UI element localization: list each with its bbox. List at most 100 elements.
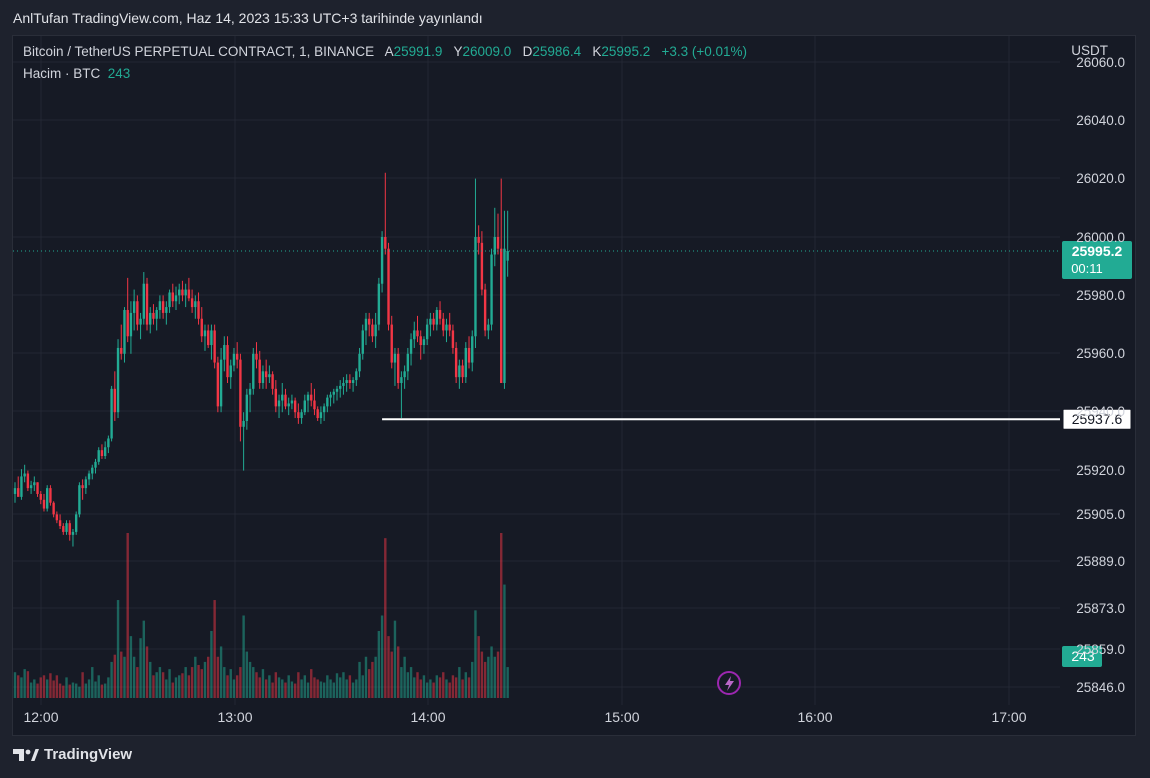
candle-body <box>197 301 200 319</box>
volume-bar <box>120 651 123 698</box>
candle-body <box>219 359 223 407</box>
volume-bar <box>429 679 432 698</box>
candle-body <box>36 482 39 494</box>
volume-bar <box>458 667 461 698</box>
candle-body <box>358 353 361 372</box>
candle-body <box>467 347 471 363</box>
chart-pane[interactable] <box>12 35 1136 736</box>
candle-body <box>422 339 426 346</box>
footer-brand[interactable]: TradingView <box>13 746 132 763</box>
legend-open: 25991.9 <box>393 44 443 59</box>
candle-body <box>500 248 503 383</box>
candle-body <box>168 292 171 308</box>
volume-bar <box>17 675 20 698</box>
volume-bar <box>152 675 155 698</box>
volume-bar <box>467 677 471 698</box>
volume-bar <box>226 675 229 698</box>
candle-body <box>400 377 403 383</box>
candle-body <box>29 485 33 489</box>
candle-body <box>152 312 155 319</box>
volume-bar <box>181 673 184 698</box>
candle-body <box>42 499 46 509</box>
candle-body <box>174 295 178 302</box>
volume-bar <box>97 675 100 698</box>
candle-body <box>461 365 464 378</box>
candle-body <box>351 380 355 383</box>
candle-body <box>155 310 158 319</box>
candle-body <box>435 310 439 325</box>
candle-body <box>68 523 71 535</box>
volume-bar <box>474 610 477 698</box>
candle-body <box>120 347 123 354</box>
candle-body <box>210 330 213 346</box>
volume-bar <box>213 600 216 698</box>
candle-body <box>110 388 113 439</box>
volume-bar <box>487 656 490 698</box>
price-tick-label: 25859.0 <box>1076 642 1125 657</box>
volume-bar <box>132 656 136 698</box>
volume-bar <box>239 667 242 698</box>
volume-bar <box>123 656 126 698</box>
volume-bar <box>190 667 194 698</box>
volume-bar <box>139 638 142 698</box>
volume-bar <box>335 673 339 698</box>
candle-body <box>442 318 445 331</box>
volume-bar <box>483 661 487 698</box>
candle-body <box>416 330 419 337</box>
volume-bar <box>419 679 422 698</box>
volume-legend-label: Hacim · BTC <box>23 66 101 81</box>
volume-bar <box>39 677 42 698</box>
candle-body <box>380 237 384 284</box>
candle-body <box>200 318 203 337</box>
candle-body <box>94 461 97 468</box>
volume-bar <box>393 620 397 698</box>
volume-bar <box>52 680 55 698</box>
candle-body <box>458 365 461 378</box>
volume-bar <box>332 682 335 698</box>
volume-bar <box>155 672 158 698</box>
candle-body <box>229 365 232 378</box>
candle-body <box>396 353 400 383</box>
countdown-value: 00:11 <box>1071 261 1103 276</box>
price-tick-label: 26060.0 <box>1076 55 1125 70</box>
legend-low-label: D <box>522 44 533 59</box>
volume-bar <box>197 665 200 698</box>
volume-bar <box>496 651 500 698</box>
volume-bar <box>445 679 448 698</box>
volume-bar <box>94 681 97 698</box>
candle-body <box>403 371 406 378</box>
candle-body <box>284 394 287 407</box>
candle-body <box>348 380 352 383</box>
last-price-badge <box>1062 241 1132 280</box>
legend-high: 26009.0 <box>462 44 512 59</box>
candle-body <box>216 362 220 407</box>
legend-close: 25995.2 <box>601 44 651 59</box>
volume-bar <box>113 654 117 698</box>
candle-body <box>91 467 94 474</box>
candle-body <box>107 438 110 448</box>
time-tick-label: 12:00 <box>23 709 58 725</box>
volume-bar <box>442 672 445 698</box>
volume-bar <box>380 615 384 698</box>
time-tick-label: 17:00 <box>991 709 1026 725</box>
volume-bar <box>316 679 319 698</box>
candle-body <box>432 318 435 325</box>
candle-body <box>39 493 42 500</box>
price-tick-label: 25905.0 <box>1076 507 1125 522</box>
volume-bar <box>355 679 358 698</box>
candle-body <box>23 473 26 477</box>
volume-bar <box>358 661 361 698</box>
volume-bar <box>413 677 416 698</box>
volume-bar <box>406 672 410 698</box>
candle-body <box>419 336 422 346</box>
volume-bar <box>377 630 381 698</box>
lightning-icon-bolt <box>725 676 734 691</box>
candle-body <box>213 330 216 363</box>
volume-bar <box>55 675 59 698</box>
legend-symbol: Bitcoin / TetherUS PERPETUAL CONTRACT, 1… <box>23 44 375 59</box>
volume-bar <box>477 636 480 698</box>
price-tick-label: 25920.0 <box>1076 463 1125 478</box>
candle-body <box>232 353 236 366</box>
price-tick-label: 26000.0 <box>1076 230 1125 245</box>
